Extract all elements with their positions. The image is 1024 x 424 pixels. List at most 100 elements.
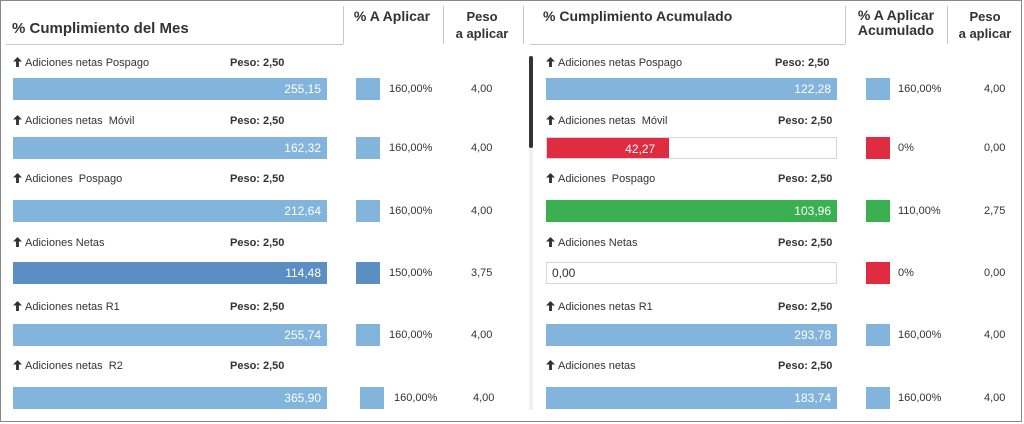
weight-value: 4,00: [984, 392, 1006, 404]
progress-bar-value: 212,64: [284, 204, 321, 218]
scrollbar-track[interactable]: [529, 56, 533, 410]
progress-bar-fill: [13, 137, 327, 159]
progress-bar-value: 255,15: [284, 82, 321, 96]
progress-bar-fill: [546, 324, 837, 346]
apply-percent: 160,00%: [898, 329, 942, 341]
arrow-up-icon: [13, 360, 22, 370]
metric-label-text: Adiciones Pospago: [25, 173, 123, 185]
metric-peso: Peso: 2,50: [778, 360, 833, 372]
progress-bar-fill: [546, 78, 837, 100]
status-square: [356, 200, 380, 222]
progress-bar-value: 293,78: [794, 328, 831, 342]
header-divider: [845, 6, 846, 44]
metric-peso: Peso: 2,50: [230, 115, 285, 127]
apply-percent: 160,00%: [389, 329, 433, 341]
status-square: [866, 324, 890, 346]
metric-peso: Peso: 2,50: [778, 301, 833, 313]
progress-bar-fill: [13, 324, 327, 346]
progress-bar-fill: [13, 387, 327, 409]
progress-bar-value: 42,27: [625, 142, 656, 156]
apply-percent: 150,00%: [389, 267, 433, 279]
metric-label-text: Adiciones netas R1: [558, 301, 653, 313]
apply-percent: 160,00%: [389, 142, 433, 154]
weight-value: 4,00: [984, 83, 1006, 95]
arrow-up-icon: [13, 115, 22, 125]
metric-peso: Peso: 2,50: [778, 237, 833, 249]
progress-bar[interactable]: 122,28: [546, 78, 837, 100]
metric-label: Adiciones Netas: [13, 237, 105, 249]
metric-label: Adiciones netas Móvil: [13, 115, 134, 127]
arrow-up-icon: [546, 237, 555, 247]
weight-value: 4,00: [471, 142, 493, 154]
header-divider: [343, 6, 344, 44]
apply-percent: 160,00%: [389, 205, 433, 217]
right-pct-header-line2: Acumulado: [857, 22, 935, 38]
status-square: [356, 324, 380, 346]
progress-bar[interactable]: 0,00: [546, 262, 837, 284]
header-underline: [530, 44, 845, 45]
left-pct-header: % A Aplicar: [353, 8, 431, 24]
progress-bar[interactable]: 293,78: [546, 324, 837, 346]
status-square: [356, 78, 380, 100]
metric-label-text: Adiciones netas: [558, 360, 636, 372]
metric-peso: Peso: 2,50: [230, 301, 285, 313]
weight-value: 3,75: [471, 267, 493, 279]
progress-bar-value: 255,74: [284, 328, 321, 342]
metric-peso: Peso: 2,50: [778, 173, 833, 185]
metric-label-text: Adiciones Netas: [558, 237, 638, 249]
apply-percent: 160,00%: [898, 392, 942, 404]
progress-bar[interactable]: 162,32: [13, 137, 327, 159]
metric-peso: Peso: 2,50: [230, 57, 285, 69]
apply-percent: 160,00%: [389, 83, 433, 95]
weight-value: 4,00: [473, 392, 495, 404]
arrow-up-icon: [546, 115, 555, 125]
metric-label: Adiciones netas R1: [13, 301, 120, 313]
header-divider: [947, 6, 948, 44]
right-pct-header: % A Aplicar Acumulado: [848, 8, 944, 38]
progress-bar-value: 162,32: [284, 141, 321, 155]
weight-value: 4,00: [471, 205, 493, 217]
progress-bar[interactable]: 255,15: [13, 78, 327, 100]
progress-bar[interactable]: 183,74: [546, 387, 837, 409]
right-peso-header: Peso a aplicar: [950, 8, 1020, 42]
arrow-up-icon: [546, 301, 555, 311]
progress-bar[interactable]: 114,48: [13, 262, 327, 284]
metric-label: Adiciones Pospago: [13, 173, 122, 185]
metric-label: Adiciones Pospago: [546, 173, 655, 185]
arrow-up-icon: [13, 237, 22, 247]
status-square: [866, 262, 890, 284]
right-title: % Cumplimiento Acumulado: [543, 8, 733, 24]
left-peso-header-line2: a aplicar: [455, 26, 509, 41]
metric-label-text: Adiciones netas Pospago: [558, 57, 683, 69]
progress-bar[interactable]: 103,96: [546, 200, 837, 222]
metric-peso: Peso: 2,50: [778, 115, 833, 127]
progress-bar-fill: [546, 387, 837, 409]
status-square: [356, 137, 380, 159]
progress-bar-value: 103,96: [794, 204, 831, 218]
header-divider: [443, 6, 444, 44]
progress-bar[interactable]: 212,64: [13, 200, 327, 222]
metric-label-text: Adiciones netas Móvil: [25, 115, 135, 127]
progress-bar-value: 0,00: [552, 266, 576, 280]
scrollbar-thumb[interactable]: [529, 56, 533, 148]
progress-bar[interactable]: 42,27: [546, 137, 837, 159]
status-square: [866, 387, 890, 409]
left-peso-header-line1: Peso: [466, 9, 498, 24]
metric-peso: Peso: 2,50: [230, 237, 285, 249]
progress-bar[interactable]: 255,74: [13, 324, 327, 346]
metric-label-text: Adiciones netas R2: [25, 360, 123, 372]
arrow-up-icon: [546, 360, 555, 370]
metric-label: Adiciones Netas: [546, 237, 638, 249]
metric-label: Adiciones netas Pospago: [13, 57, 149, 69]
progress-bar[interactable]: 365,90: [13, 387, 327, 409]
progress-bar-value: 114,48: [285, 266, 321, 280]
weight-value: 2,75: [984, 205, 1006, 217]
apply-percent: 160,00%: [394, 392, 438, 404]
status-square: [866, 78, 890, 100]
metric-label: Adiciones netas R2: [13, 360, 123, 372]
weight-value: 4,00: [471, 83, 493, 95]
arrow-up-icon: [13, 301, 22, 311]
progress-bar-fill: [547, 138, 670, 158]
metric-label-text: Adiciones Pospago: [558, 173, 656, 185]
